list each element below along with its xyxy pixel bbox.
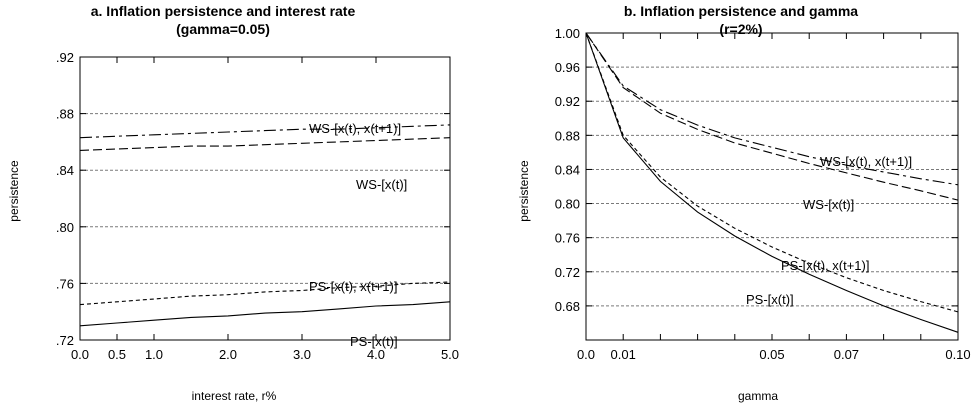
panel-a-y-tick-labels: .72 .76 .80 .84 .88 .92 [56,50,74,348]
panel-b-x-tick-label: 0.0 [577,347,595,362]
panel-b-label-ws-xt: WS-[x(t)] [803,197,854,212]
panel-a-subtitle: (gamma=0.05) [176,21,270,37]
panel-a-series [79,124,451,327]
panel-a-x-tick-label: 0.0 [71,347,89,362]
panel-b-label-ws-xt-xt1: WS-[x(t), x(t+1)] [820,154,912,169]
panel-b-series-line-2 [585,32,959,313]
panel-a-label-ps-xt: PS-[x(t)] [350,334,398,349]
panel-b-y-tick-label: 0.84 [555,162,580,177]
panel-b-y-tick-label: 0.96 [555,60,580,75]
panel-b-label-ps-xt-xt1: PS-[x(t), x(t+1)] [781,258,869,273]
panel-b-x-tick-labels: 0.0 0.01 0.05 0.07 0.10 [577,347,971,362]
panel-a-series-line-1 [79,137,451,151]
panel-a-label-ws-xt: WS-[x(t)] [356,177,407,192]
panel-a-label-ps-xt-xt1: PS-[x(t), x(t+1)] [309,279,397,294]
panel-b-x-tick-label: 0.07 [834,347,859,362]
panel-b-y-tick-label: 0.88 [555,128,580,143]
panel-a-x-tick-label: 4.0 [367,347,385,362]
panel-a-x-tick-labels: 0.0 0.5 1.0 2.0 3.0 4.0 5.0 [71,347,459,362]
panel-a-x-tick-label: 2.0 [219,347,237,362]
panel-b-y-tick-label: 0.92 [555,94,580,109]
panel-a-y-tick-label: .84 [56,163,74,178]
panel-b-y-tick-label: 0.80 [555,197,580,212]
panel-a-x-tick-label: 3.0 [293,347,311,362]
panel-a-y-tick-label: .92 [56,50,74,65]
panel-a-y-tick-label: .76 [56,276,74,291]
panel-b-x-axis-label: gamma [738,389,778,403]
panel-a-ticks [79,56,451,341]
panel-a-annotations: WS-[x(t), x(t+1)] WS-[x(t)] PS-[x(t), x(… [309,121,407,349]
panel-a-y-tick-label: .88 [56,107,74,122]
panel-b-y-tick-label: 0.68 [555,299,580,314]
panel-b-series-line-1 [585,32,959,201]
panel-b-y-tick-labels: 0.68 0.72 0.76 0.80 0.84 0.88 0.92 0.96 1.00 [555,26,580,314]
panel-b: b. Inflation persistence and gamma (r=2%… [517,3,971,403]
panel-b-x-tick-label: 0.10 [945,347,970,362]
panel-b-y-axis-label: persistence [517,160,531,222]
panel-a-x-tick-label: 0.5 [108,347,126,362]
panel-b-title: b. Inflation persistence and gamma [624,3,858,19]
panel-a-title: a. Inflation persistence and interest ra… [91,3,356,19]
panel-a-x-tick-label: 5.0 [441,347,459,362]
panel-a-x-axis-label: interest rate, r% [192,389,277,403]
panel-a-grid [80,113,450,284]
panel-b-x-tick-label: 0.05 [759,347,784,362]
panel-b-y-tick-label: 0.76 [555,231,580,246]
panel-b-series-line-3 [585,32,959,333]
panel-a-x-tick-label: 1.0 [145,347,163,362]
panel-b-y-tick-label: 0.72 [555,265,580,280]
panel-b-grid [586,66,958,307]
panel-a-series-line-2 [79,281,451,306]
panel-a-series-line-3 [79,301,451,327]
panel-b-label-ps-xt: PS-[x(t)] [746,292,794,307]
panel-a-label-ws-xt-xt1: WS-[x(t), x(t+1)] [309,121,401,136]
panel-b-annotations: WS-[x(t), x(t+1)] WS-[x(t)] PS-[x(t), x(… [746,154,912,307]
panel-b-series [585,32,959,333]
panel-b-y-tick-label: 1.00 [555,26,580,41]
panel-a: a. Inflation persistence and interest ra… [7,3,459,403]
panel-b-x-tick-label: 0.01 [611,347,636,362]
panel-a-y-tick-label: .80 [56,220,74,235]
panel-a-series-line-0 [79,124,451,139]
panel-b-subtitle: (r=2%) [719,21,762,37]
panel-b-plot-frame [585,32,959,341]
panel-a-y-tick-label: .72 [56,333,74,348]
panel-a-plot-frame [79,56,451,341]
panel-b-series-line-0 [585,32,959,186]
panel-a-y-axis-label: persistence [7,160,21,222]
